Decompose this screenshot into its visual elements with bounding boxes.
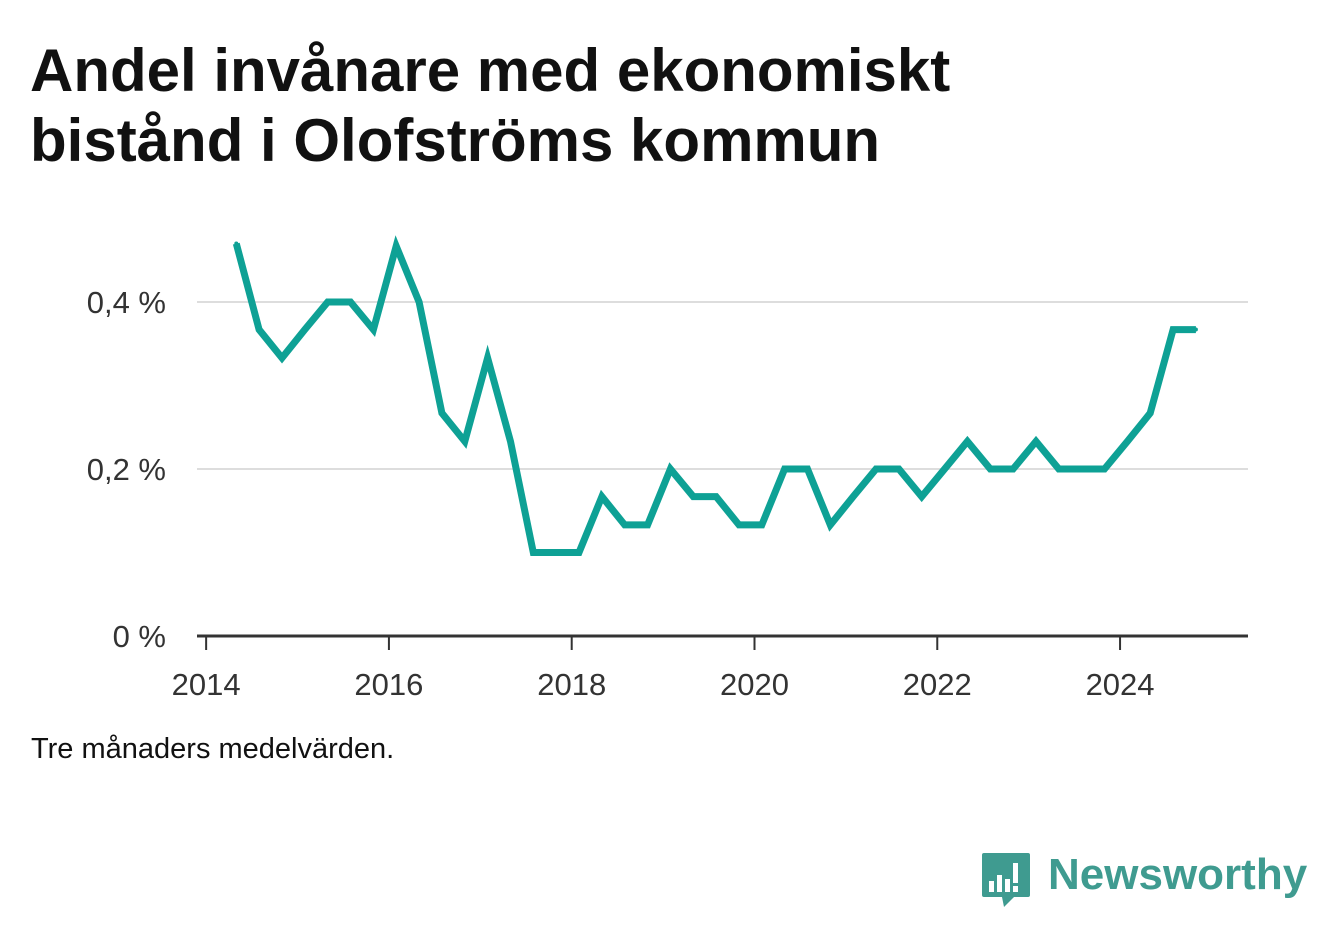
x-axis-tick-labels: 2014 2016 2018 2020 2022 2024 [172,667,1155,702]
data-point [805,467,810,471]
data-point [896,467,901,471]
data-point [691,494,696,499]
x-axis [197,634,1248,650]
series-layer [232,235,1198,556]
data-point [988,467,993,471]
data-point [759,522,764,527]
data-point [1079,467,1084,471]
data-point [234,241,239,246]
x-tick-label: 2022 [903,667,972,702]
data-point [1171,327,1176,332]
newsworthy-chart-bubble-icon [982,853,1030,907]
data-point [965,439,970,444]
x-tick-label: 2018 [537,667,606,702]
data-point [371,327,376,332]
data-point [417,300,422,304]
y-tick-label: 0,4 % [87,285,166,320]
data-point [599,494,604,499]
data-point [394,244,399,249]
data-point [302,327,307,332]
data-point [1056,467,1061,471]
data-point [1193,327,1198,332]
series-line [232,235,1196,556]
data-point [622,522,627,527]
gridlines [197,301,1248,470]
data-point [1125,439,1130,444]
y-tick-label: 0 % [113,619,166,654]
brand-logo: Newsworthy [980,845,1307,915]
data-point [439,411,444,416]
y-tick-label: 0,2 % [87,452,166,487]
data-point [325,300,330,304]
data-point [668,467,673,471]
data-point [531,550,536,555]
data-point [919,494,924,499]
data-point [257,327,262,332]
data-point [279,355,284,360]
y-axis-tick-labels: 0 % 0,2 % 0,4 % [87,285,166,654]
brand-name: Newsworthy [1048,850,1308,899]
data-point [1102,467,1107,471]
x-tick-label: 2024 [1086,667,1155,702]
footnote: Tre månaders medelvärden. [31,733,395,765]
data-point [485,355,490,360]
chart-title: Andel invånare med ekonomiskt bistånd i … [30,37,951,174]
data-point [1033,439,1038,444]
data-point [851,494,856,499]
data-point [577,550,582,555]
data-point [508,439,513,444]
data-point [645,522,650,527]
x-tick-label: 2014 [172,667,241,702]
data-point [874,467,879,471]
data-point [736,522,741,527]
x-tick-label: 2016 [354,667,423,702]
data-point [348,300,353,304]
data-point [714,494,719,499]
data-point [1011,467,1016,471]
x-tick-label: 2020 [720,667,789,702]
data-point [942,467,947,471]
data-point [782,467,787,471]
data-point [828,522,833,527]
line-chart: 0 % 0,2 % 0,4 % 2014 2016 2018 2020 2022 2024 [87,235,1248,702]
data-point [554,550,559,555]
data-point [462,439,467,444]
data-point [1148,411,1153,416]
